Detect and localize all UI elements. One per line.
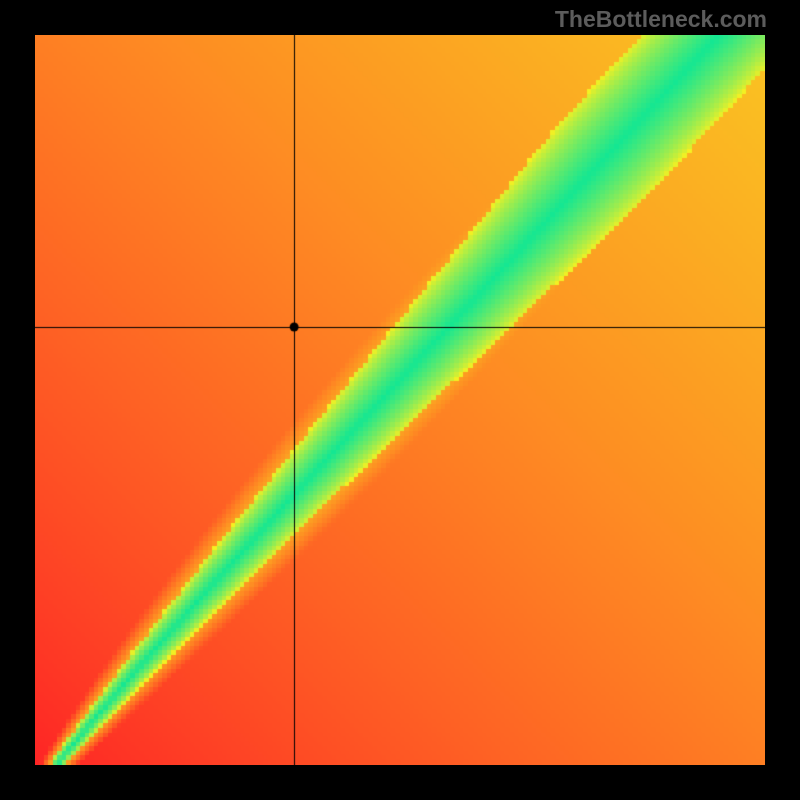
chart-container: TheBottleneck.com: [0, 0, 800, 800]
bottleneck-heatmap: [35, 35, 765, 765]
watermark-text: TheBottleneck.com: [555, 6, 767, 33]
